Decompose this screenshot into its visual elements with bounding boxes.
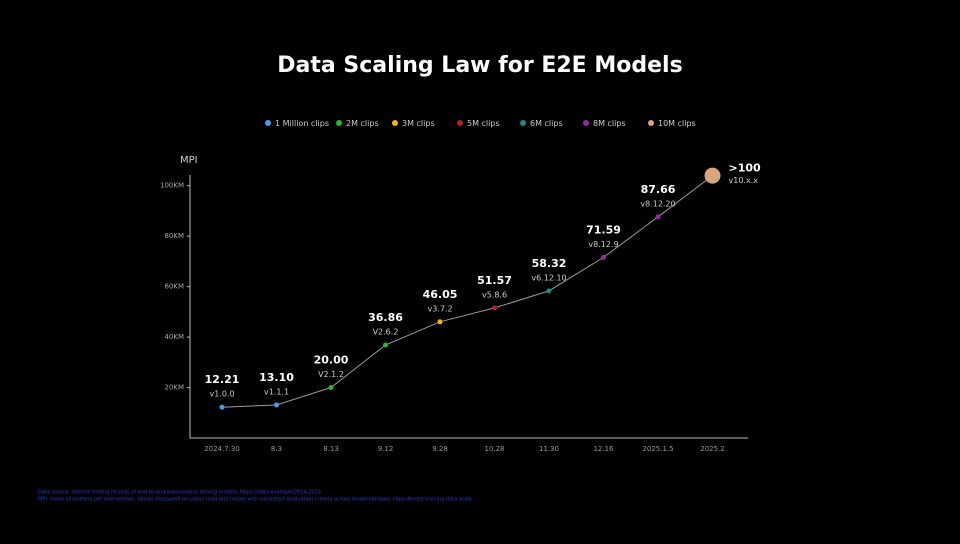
value-label: 20.00 — [314, 354, 349, 367]
value-label: >100 — [729, 162, 762, 175]
legend-swatch — [648, 120, 654, 126]
legend-label: 2M clips — [346, 119, 379, 128]
version-label: V2.1.2 — [318, 370, 344, 379]
version-label: v5.8.6 — [482, 290, 507, 299]
version-label: v3.7.2 — [427, 304, 452, 313]
y-tick-label: 20KM — [164, 384, 184, 392]
data-point — [546, 288, 552, 294]
x-tick-label: 9.12 — [378, 445, 394, 453]
footnote: MPI: mean kilometers per intervention. V… — [38, 497, 474, 503]
legend-swatch — [457, 120, 463, 126]
legend-swatch — [583, 120, 589, 126]
y-tick-label: 40KM — [164, 333, 184, 341]
x-tick-label: 11.30 — [539, 445, 559, 453]
legend-swatch — [336, 120, 342, 126]
value-label: 87.66 — [641, 183, 676, 196]
x-tick-label: 2024.7.30 — [204, 445, 240, 453]
data-point — [328, 385, 334, 391]
value-label: 51.57 — [477, 274, 512, 287]
legend-label: 8M clips — [593, 119, 626, 128]
data-point — [383, 342, 388, 348]
version-label: v1.1.1 — [264, 387, 289, 396]
data-point — [437, 319, 443, 325]
legend-swatch — [520, 120, 526, 126]
version-label: v1.0.0 — [209, 390, 234, 399]
footnote: Data source: internal testing records of… — [38, 490, 321, 496]
version-label: v10.x.x — [729, 176, 759, 185]
value-label: 13.10 — [259, 371, 294, 384]
value-label: 12.21 — [205, 373, 240, 386]
chart-title: Data Scaling Law for E2E Models — [277, 53, 682, 78]
x-tick-label: 8.3 — [271, 445, 282, 453]
version-label: V2.6.2 — [373, 327, 399, 336]
x-tick-label: 2025.1.5 — [642, 445, 673, 453]
y-axis-label: MPI — [180, 155, 198, 166]
data-line — [221, 175, 713, 408]
legend-label: 3M clips — [402, 119, 435, 128]
y-tick-label: 80KM — [164, 232, 184, 240]
data-point — [704, 167, 721, 184]
data-point — [219, 404, 225, 410]
legend-label: 5M clips — [467, 119, 500, 128]
legend-label: 10M clips — [658, 119, 696, 128]
version-label: v6.12.10 — [531, 273, 566, 282]
value-label: 46.05 — [423, 288, 458, 301]
version-label: v8.12.20 — [640, 199, 675, 208]
x-tick-label: 2025.2 — [700, 445, 725, 453]
legend-swatch — [392, 120, 398, 126]
y-tick-label: 100KM — [160, 182, 184, 190]
x-tick-label: 10.28 — [484, 445, 504, 453]
legend-swatch — [265, 120, 271, 126]
data-point — [492, 305, 497, 311]
data-point — [601, 254, 606, 260]
x-tick-label: 12.16 — [593, 445, 614, 453]
x-tick-label: 8.13 — [323, 445, 339, 453]
legend-label: 1 Million clips — [275, 119, 329, 128]
x-tick-label: 9.28 — [432, 445, 448, 453]
data-point — [274, 402, 279, 408]
legend-label: 6M clips — [530, 119, 563, 128]
y-tick-label: 60KM — [164, 283, 184, 291]
data-point — [655, 214, 661, 220]
value-label: 36.86 — [368, 311, 403, 324]
value-label: 58.32 — [532, 257, 567, 270]
version-label: v8.12.9 — [588, 240, 618, 249]
value-label: 71.59 — [586, 223, 621, 236]
